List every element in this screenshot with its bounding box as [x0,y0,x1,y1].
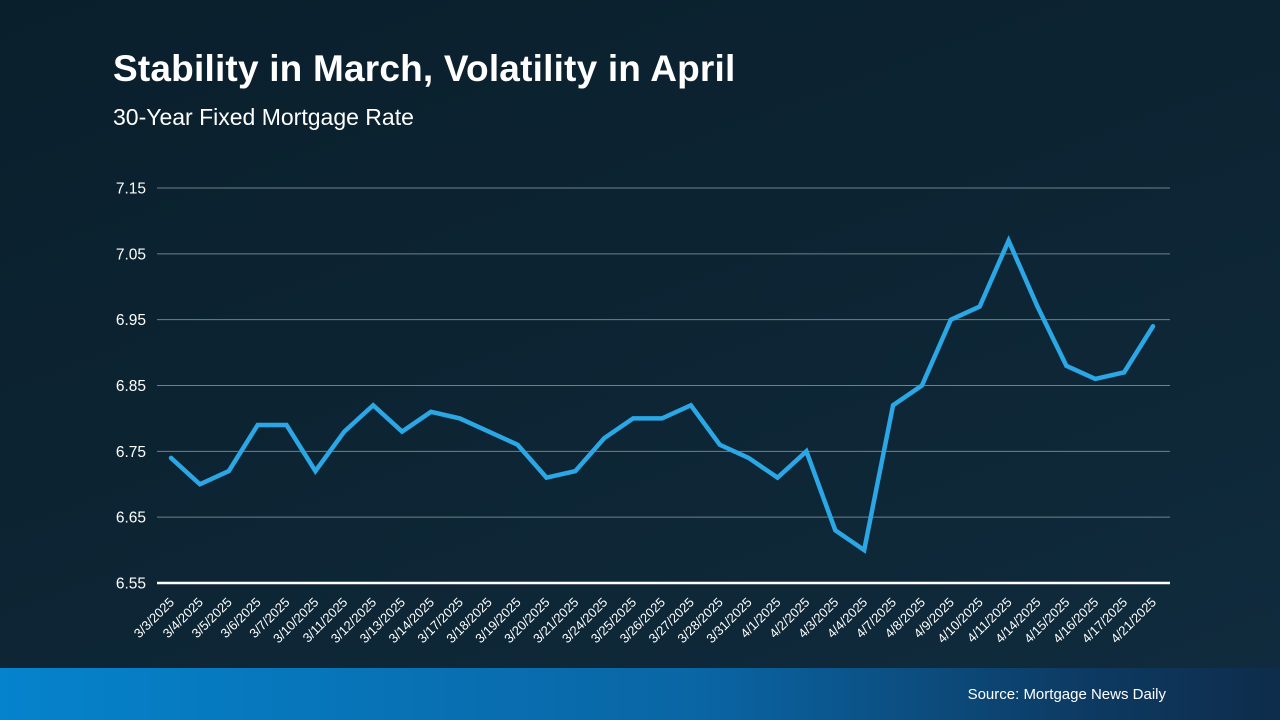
source-attribution: Source: Mortgage News Daily [967,685,1166,703]
chart-subtitle: 30-Year Fixed Mortgage Rate [113,104,414,130]
y-tick-label-7.15: 7.15 [116,181,146,198]
y-tick-label-6.55: 6.55 [116,576,146,593]
y-tick-label-6.75: 6.75 [116,444,146,461]
y-tick-label-7.05: 7.05 [116,246,146,263]
y-tick-label-6.65: 6.65 [116,510,146,527]
bottom-accent-bar: Source: Mortgage News Daily [0,668,1280,720]
y-tick-label-6.95: 6.95 [116,312,146,329]
chart-title: Stability in March, Volatility in April [113,48,736,89]
rate-line-series [168,235,1156,554]
y-tick-label-6.85: 6.85 [116,378,146,395]
